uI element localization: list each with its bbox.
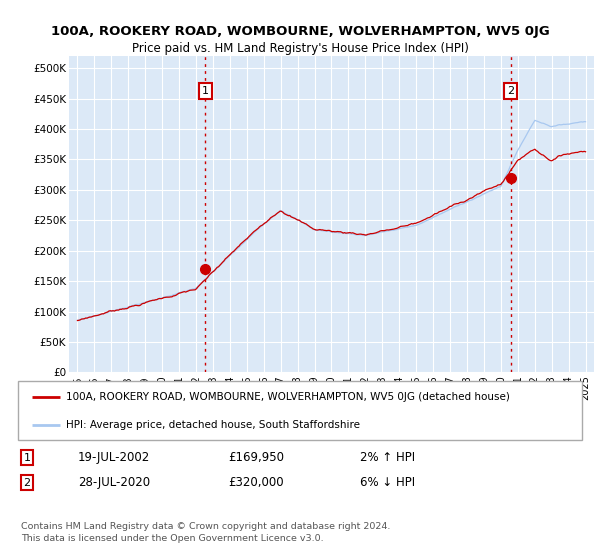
Text: 6% ↓ HPI: 6% ↓ HPI [360,476,415,489]
Text: 2: 2 [507,86,514,96]
Text: 28-JUL-2020: 28-JUL-2020 [78,476,150,489]
Text: Contains HM Land Registry data © Crown copyright and database right 2024.
This d: Contains HM Land Registry data © Crown c… [21,522,391,543]
Text: £320,000: £320,000 [228,476,284,489]
Text: Price paid vs. HM Land Registry's House Price Index (HPI): Price paid vs. HM Land Registry's House … [131,42,469,55]
FancyBboxPatch shape [18,381,582,440]
Text: 100A, ROOKERY ROAD, WOMBOURNE, WOLVERHAMPTON, WV5 0JG: 100A, ROOKERY ROAD, WOMBOURNE, WOLVERHAM… [50,25,550,38]
Text: 19-JUL-2002: 19-JUL-2002 [78,451,150,464]
Text: 2% ↑ HPI: 2% ↑ HPI [360,451,415,464]
Text: 1: 1 [23,452,31,463]
Text: £169,950: £169,950 [228,451,284,464]
Text: 1: 1 [202,86,209,96]
Text: HPI: Average price, detached house, South Staffordshire: HPI: Average price, detached house, Sout… [66,420,360,430]
Text: 2: 2 [23,478,31,488]
Text: 100A, ROOKERY ROAD, WOMBOURNE, WOLVERHAMPTON, WV5 0JG (detached house): 100A, ROOKERY ROAD, WOMBOURNE, WOLVERHAM… [66,392,510,402]
